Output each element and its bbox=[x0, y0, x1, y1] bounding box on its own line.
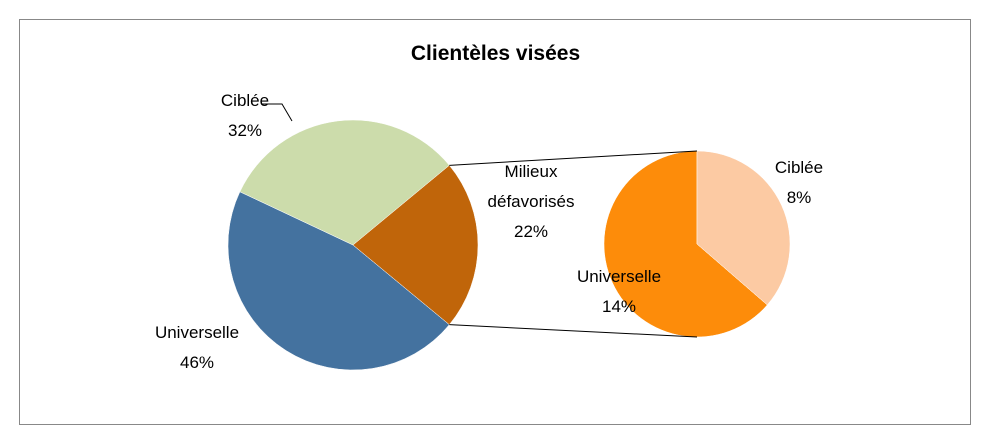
slice-value-label: 46% bbox=[179, 353, 215, 372]
slice-label: Ciblée bbox=[220, 91, 270, 110]
connector-line bbox=[449, 324, 698, 338]
chart-title: Clientèles visées bbox=[410, 42, 581, 65]
pie-slice bbox=[696, 150, 791, 306]
slice-label: Ciblée bbox=[774, 158, 824, 177]
leader-line bbox=[262, 103, 293, 122]
pie-slice bbox=[352, 164, 479, 326]
pie-slice bbox=[239, 119, 450, 246]
slice-label: Milieux défavorisés bbox=[487, 162, 575, 211]
slice-value-label: 8% bbox=[786, 188, 812, 207]
slice-value-label: 14% bbox=[601, 297, 637, 316]
pie-slice bbox=[603, 150, 768, 338]
chart-frame bbox=[19, 19, 971, 425]
pie-slice bbox=[227, 191, 450, 371]
slice-label: Universelle bbox=[576, 267, 662, 286]
slice-label: Universelle bbox=[154, 323, 240, 342]
slice-value-label: 32% bbox=[227, 121, 263, 140]
connector-line bbox=[449, 150, 698, 166]
slice-value-label: 22% bbox=[513, 222, 549, 241]
